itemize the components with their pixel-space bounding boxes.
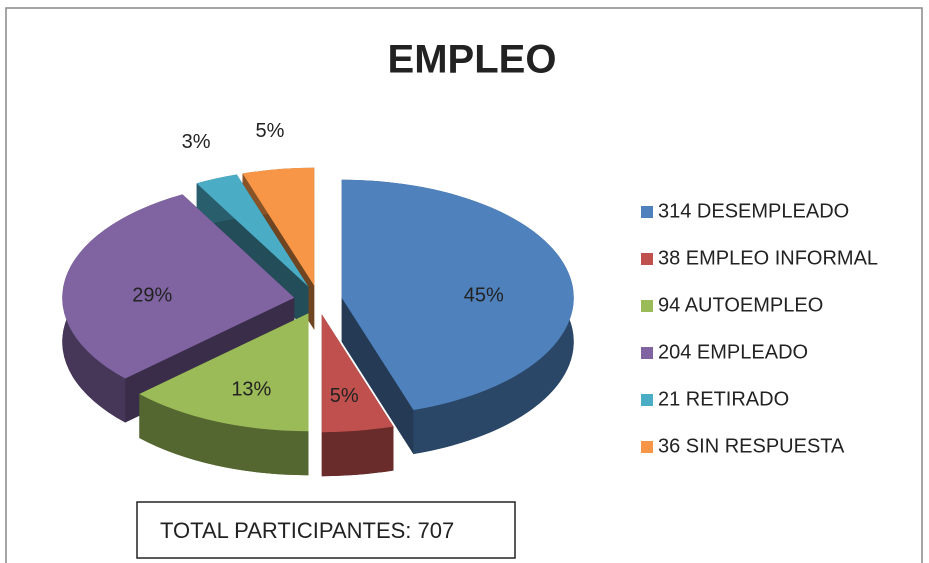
legend-label: 38 EMPLEO INFORMAL — [658, 247, 878, 269]
legend-label: 204 EMPLEADO — [658, 341, 808, 363]
slice-wall — [341, 297, 414, 454]
slice — [242, 167, 315, 286]
chart-frame — [5, 7, 923, 563]
total-box — [136, 501, 516, 559]
legend-label: 314 DESEMPLEADO — [658, 200, 849, 222]
slice-side — [139, 393, 309, 476]
legend-swatch — [641, 253, 653, 265]
legend-label: 21 RETIRADO — [658, 388, 789, 410]
legend-swatch — [641, 300, 653, 312]
data-label: 45% — [464, 285, 504, 307]
data-label: 3% — [182, 131, 211, 153]
data-label: 13% — [231, 379, 271, 401]
legend-swatch — [641, 347, 653, 359]
annotation: TOTAL PARTICIPANTES: 707 — [160, 518, 454, 543]
legend-label: 36 SIN RESPUESTA — [658, 435, 845, 457]
data-label: 29% — [132, 285, 172, 307]
slice — [341, 179, 574, 410]
data-label: 5% — [330, 385, 359, 407]
slice — [139, 313, 309, 432]
chart-title: EMPLEO — [388, 38, 557, 82]
legend-label: 94 AUTOEMPLEO — [658, 294, 823, 316]
slice — [321, 314, 394, 433]
legend-swatch — [641, 206, 653, 218]
slice-side — [321, 426, 394, 477]
slice — [62, 194, 295, 379]
legend-swatch — [641, 394, 653, 406]
legend-swatch — [641, 441, 653, 453]
data-label: 5% — [256, 120, 285, 142]
slice — [196, 174, 309, 287]
